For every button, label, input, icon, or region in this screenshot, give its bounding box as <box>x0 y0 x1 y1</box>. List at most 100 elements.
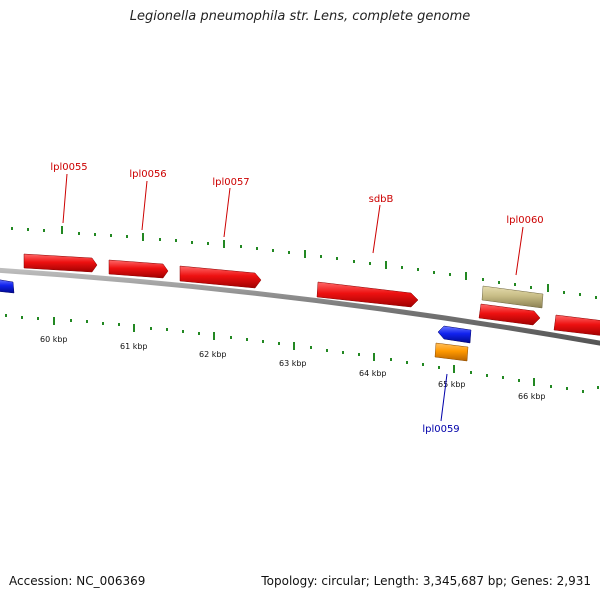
tick-mark <box>326 349 328 352</box>
tick-mark <box>21 316 23 319</box>
tick-mark <box>465 272 467 280</box>
tick-mark <box>342 351 344 354</box>
axis-label-64kbp: 64 kbp <box>359 369 387 378</box>
gene-label-lpl0055[interactable]: lpl0055 <box>50 162 87 173</box>
tick-mark <box>336 257 338 260</box>
tick-mark <box>27 228 29 231</box>
tick-mark <box>304 250 306 258</box>
tick-mark <box>502 376 504 379</box>
tick-mark <box>272 249 274 252</box>
axis-label-63kbp: 63 kbp <box>279 359 307 368</box>
leader-line-lpl0059 <box>440 373 448 422</box>
gene-arrow-lpl0056[interactable] <box>108 259 169 279</box>
leader-line-lpl0056 <box>141 180 148 231</box>
tick-mark <box>126 235 128 238</box>
leader-line-lpl0055 <box>62 173 68 224</box>
tick-mark <box>518 379 520 382</box>
upper-tick-row <box>11 226 597 299</box>
tick-mark <box>175 239 177 242</box>
tick-mark <box>514 283 516 286</box>
leader-line-lpl0057 <box>223 187 231 238</box>
tick-mark <box>102 322 104 325</box>
tick-mark <box>438 366 440 369</box>
axis-label-62kbp: 62 kbp <box>199 350 227 359</box>
tick-mark <box>453 365 455 373</box>
tick-mark <box>390 358 392 361</box>
gene-arrow-sdbB[interactable] <box>316 281 419 308</box>
gene-arrow-lpl0055[interactable] <box>23 253 98 273</box>
tick-mark <box>293 342 295 350</box>
axis-label-60kbp: 60 kbp <box>40 335 68 344</box>
gene-arrow-lpl0062[interactable] <box>553 314 600 336</box>
tick-mark <box>182 330 184 333</box>
map-title: Legionella pneumophila str. Lens, comple… <box>129 9 471 24</box>
accession-label: Accession: NC_006369 <box>9 574 146 588</box>
feature-block-lpl0059[interactable] <box>434 342 469 362</box>
tick-mark <box>133 324 135 332</box>
gene-arrow-reverse[interactable] <box>437 325 472 344</box>
tick-mark <box>595 296 597 299</box>
tick-mark <box>240 245 242 248</box>
tick-mark <box>310 346 312 349</box>
gene-label-lpl0060[interactable]: lpl0060 <box>506 215 543 226</box>
tick-mark <box>70 319 72 322</box>
tick-mark <box>5 314 7 317</box>
tick-mark <box>470 371 472 374</box>
genome-backbone <box>0 267 600 346</box>
tick-mark <box>369 262 371 265</box>
tick-mark <box>78 232 80 235</box>
tick-mark <box>43 229 45 232</box>
tick-mark <box>230 336 232 339</box>
tick-mark <box>320 255 322 258</box>
tick-mark <box>482 278 484 281</box>
tick-mark <box>166 328 168 331</box>
tick-mark <box>288 251 290 254</box>
tick-mark <box>118 323 120 326</box>
gene-arrow-left-edge[interactable] <box>0 279 15 294</box>
tick-mark <box>61 226 63 234</box>
tick-mark <box>278 342 280 345</box>
lower-tick-row <box>5 314 599 393</box>
tick-mark <box>401 266 403 269</box>
tick-mark <box>37 317 39 320</box>
tick-mark <box>385 261 387 269</box>
gene-label-sdbB[interactable]: sdbB <box>369 194 394 205</box>
tick-mark <box>582 390 584 393</box>
tick-mark <box>207 242 209 245</box>
gene-arrow-lpl0057[interactable] <box>179 265 262 289</box>
tick-mark <box>256 247 258 250</box>
tick-mark <box>486 374 488 377</box>
tick-mark <box>498 281 500 284</box>
tick-mark <box>53 317 55 325</box>
tick-mark <box>550 385 552 388</box>
axis-label-66kbp: 66 kbp <box>518 392 546 401</box>
tick-mark <box>358 353 360 356</box>
genome-summary: Topology: circular; Length: 3,345,687 bp… <box>261 574 591 588</box>
leader-line-lpl0060 <box>515 226 524 276</box>
gene-label-lpl0059[interactable]: lpl0059 <box>422 424 459 435</box>
tick-mark <box>353 260 355 263</box>
tick-mark <box>566 387 568 390</box>
tick-mark <box>246 338 248 341</box>
tick-mark <box>150 327 152 330</box>
gene-arrow-lpl0061[interactable] <box>478 303 541 326</box>
tick-mark <box>597 386 599 389</box>
tick-mark <box>110 234 112 237</box>
tick-mark <box>417 268 419 271</box>
tick-mark <box>223 240 225 248</box>
feature-block-lpl0060[interactable] <box>481 285 544 309</box>
tick-mark <box>159 238 161 241</box>
tick-mark <box>373 353 375 361</box>
gene-label-lpl0057[interactable]: lpl0057 <box>212 177 249 188</box>
tick-mark <box>449 273 451 276</box>
tick-mark <box>533 378 535 386</box>
tick-mark <box>547 284 549 292</box>
tick-mark <box>563 291 565 294</box>
tick-mark <box>262 340 264 343</box>
tick-mark <box>433 271 435 274</box>
tick-mark <box>191 241 193 244</box>
gene-label-lpl0056[interactable]: lpl0056 <box>129 169 166 180</box>
tick-mark <box>94 233 96 236</box>
tick-mark <box>142 233 144 241</box>
